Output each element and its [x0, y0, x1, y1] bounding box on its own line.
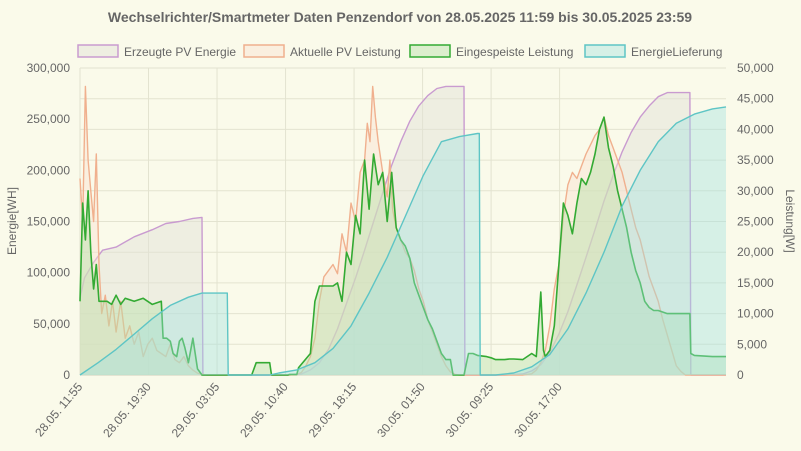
series-fill	[80, 117, 726, 375]
series-line	[79, 85, 726, 376]
legend-item[interactable]: Erzeugte PV Energie	[77, 44, 236, 59]
x-tick: 30.05. 09:25	[443, 380, 497, 440]
y-tick-right: 30,000	[737, 184, 774, 198]
y-tick-right: 40,000	[737, 122, 774, 136]
y-tick-left: 0	[63, 368, 70, 382]
series-fill	[80, 86, 726, 376]
x-tick: 29.05. 18:15	[306, 380, 360, 440]
y-tick-left: 100,000	[27, 266, 71, 280]
legend-swatch	[77, 44, 119, 58]
x-tick: 29.05. 10:40	[237, 380, 291, 440]
y-tick-right: 20,000	[737, 245, 774, 259]
y-axis-left-label: Energie[WH]	[5, 187, 19, 255]
legend-swatch	[584, 44, 626, 58]
y-tick-right: 10,000	[737, 307, 774, 321]
legend-label: EnergieLieferung	[631, 45, 722, 59]
y-tick-left: 150,000	[27, 215, 71, 229]
legend-label: Aktuelle PV Leistung	[290, 45, 401, 59]
legend-item[interactable]: EnergieLieferung	[584, 44, 722, 59]
y-tick-right: 50,000	[737, 61, 774, 75]
x-tick: 28.05. 11:55	[32, 380, 85, 440]
y-tick-left: 50,000	[33, 317, 70, 331]
legend[interactable]: Erzeugte PV Energie Aktuelle PV Leistung E…	[77, 44, 722, 59]
y-tick-right: 5,000	[737, 337, 767, 351]
series-line	[79, 116, 726, 376]
y-tick-right: 35,000	[737, 153, 774, 167]
legend-label: Eingespeiste Leistung	[456, 45, 573, 59]
legend-label: Erzeugte PV Energie	[124, 45, 236, 59]
y-tick-right: 15,000	[737, 276, 774, 290]
series-line	[79, 106, 727, 376]
x-tick: 28.05. 19:30	[100, 380, 154, 440]
legend-swatch	[243, 44, 285, 58]
legend-item[interactable]: Eingespeiste Leistung	[409, 44, 573, 59]
y-tick-right: 25,000	[737, 215, 774, 229]
legend-item[interactable]: Aktuelle PV Leistung	[243, 44, 401, 59]
series-line	[79, 85, 726, 376]
y-axis-right-label: Leistung[W]	[783, 189, 797, 252]
y-tick-right: 45,000	[737, 92, 774, 106]
chart-title: Wechselrichter/Smartmeter Daten Penzendo…	[108, 9, 692, 25]
plot-area	[79, 85, 727, 376]
x-tick: 29.05. 03:05	[169, 380, 223, 440]
y-tick-left: 200,000	[27, 163, 71, 177]
y-tick-right: 0	[737, 368, 744, 382]
y-tick-left: 300,000	[27, 61, 71, 75]
x-tick: 30.05. 17:00	[511, 380, 565, 440]
series-fill	[80, 86, 726, 376]
legend-swatch	[409, 44, 451, 58]
y-tick-left: 250,000	[27, 112, 71, 126]
x-tick: 30.05. 01:50	[374, 380, 428, 440]
series-fill	[80, 106, 726, 376]
